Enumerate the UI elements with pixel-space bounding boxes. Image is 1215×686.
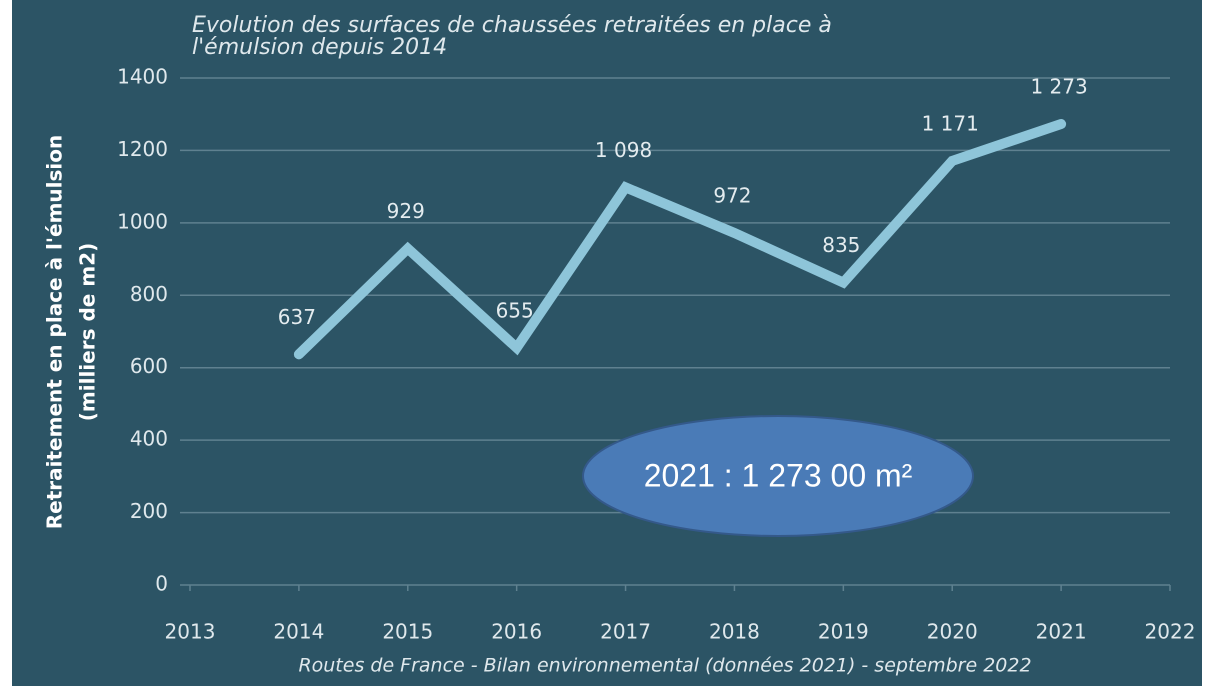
data-line [293, 118, 1067, 360]
y-tick-label: 1400 [117, 65, 168, 89]
y-tick-label: 1200 [117, 137, 168, 161]
chart-title: Evolution des surfaces de chaussées retr… [192, 13, 832, 38]
data-label: 655 [496, 298, 534, 322]
annotation: 2021 : 1 273 00 m² [644, 457, 913, 493]
data-label: 637 [278, 305, 316, 329]
y-axis-title: Retraitement en place à l'émulsion (mill… [43, 135, 100, 530]
y-tick-label: 1000 [117, 209, 168, 233]
y-tick-label: 800 [130, 282, 168, 306]
data-label: 1 098 [595, 138, 652, 162]
x-tick-label: 2022 [1145, 620, 1196, 644]
x-tick-label: 2020 [927, 620, 978, 644]
x-tick-label: 2017 [600, 620, 651, 644]
data-label: 1 171 [922, 111, 979, 135]
x-tick-label: 2013 [165, 620, 216, 644]
y-tick-label: 200 [130, 499, 168, 523]
plot-area: 0 200 400 600 800 1000 1200 1400 2013 2014 2015 201… [117, 65, 1195, 644]
x-tick-label: 2019 [818, 620, 869, 644]
chart-title: l'émulsion depuis 2014 [192, 35, 447, 60]
data-label: 972 [713, 183, 751, 207]
y-tick-label: 600 [130, 354, 168, 378]
y-axis-title-line: Retraitement en place à l'émulsion [43, 135, 67, 530]
data-label: 835 [822, 233, 860, 257]
source-note: Routes de France - Bilan environnemental… [298, 655, 1031, 677]
x-tick-label: 2014 [273, 620, 324, 644]
background [12, 0, 1202, 686]
x-tick-label: 2016 [491, 620, 542, 644]
y-axis-title-line: (milliers de m2) [76, 243, 100, 421]
y-tick-label: 0 [155, 572, 168, 596]
x-tick-label: 2018 [709, 620, 760, 644]
x-tick-label: 2021 [1036, 620, 1087, 644]
x-tick-label: 2015 [382, 620, 433, 644]
data-label: 1 273 [1030, 74, 1087, 98]
annotation-bubble [582, 415, 974, 537]
y-tick-label: 400 [130, 427, 168, 451]
data-label: 929 [387, 199, 425, 223]
